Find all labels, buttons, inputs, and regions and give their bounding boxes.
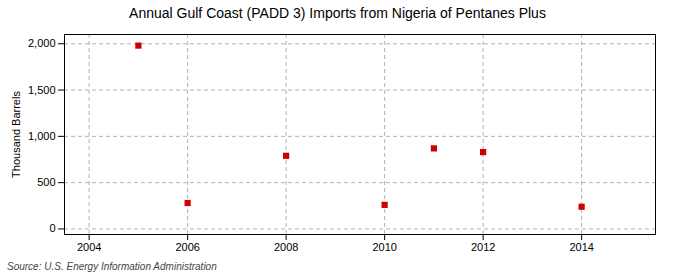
svg-text:Thousand Barrels: Thousand Barrels: [10, 91, 22, 178]
svg-text:2006: 2006: [175, 241, 199, 253]
svg-text:0: 0: [49, 222, 55, 234]
svg-text:2,000: 2,000: [28, 37, 56, 49]
svg-text:2012: 2012: [471, 241, 495, 253]
svg-text:500: 500: [37, 176, 55, 188]
svg-text:1,000: 1,000: [28, 130, 56, 142]
svg-text:2010: 2010: [372, 241, 396, 253]
svg-text:2004: 2004: [77, 241, 101, 253]
svg-text:1,500: 1,500: [28, 84, 56, 96]
html-text:Source: U.S. Energy Informatio: Source: U.S. Energy Information Administ…: [7, 261, 217, 272]
html-text:Annual Gulf Coast (PADD 3) Imp: Annual Gulf Coast (PADD 3) Imports from …: [129, 5, 546, 21]
svg-text:2008: 2008: [274, 241, 298, 253]
svg-text:2014: 2014: [569, 241, 593, 253]
